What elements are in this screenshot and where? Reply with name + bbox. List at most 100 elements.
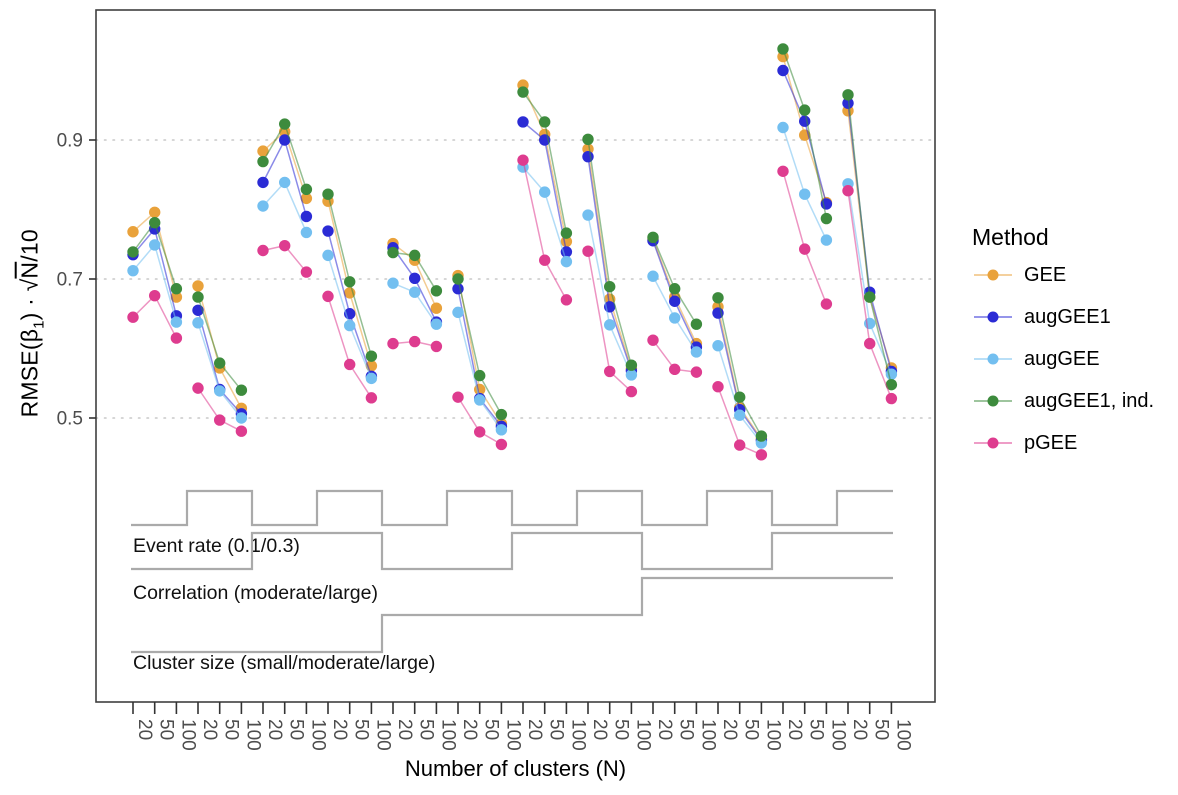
legend-key-dot [987, 353, 999, 365]
point-augGEE-g8-N50 [604, 319, 616, 331]
y-tick-label-0.9: 0.9 [57, 131, 83, 152]
point-pGEE-g10-N100 [755, 449, 768, 461]
point-augGEE1-ind--g6-N50 [474, 369, 486, 382]
point-augGEE1-ind--g4-N100 [365, 350, 378, 362]
legend-key-dot [987, 269, 999, 281]
point-augGEE1-ind--g3-N50 [279, 118, 291, 130]
point-augGEE1-g4-N20 [322, 225, 334, 237]
point-augGEE1-ind--g11-N20 [777, 43, 789, 55]
point-pGEE-g9-N50 [669, 363, 681, 376]
point-augGEE1-ind--g7-N50 [539, 116, 551, 128]
point-augGEE1-ind--g6-N20 [452, 273, 464, 285]
point-augGEE-g11-N20 [777, 121, 789, 134]
point-pGEE-g6-N100 [495, 438, 508, 451]
scenario-strip-line-3 [131, 576, 893, 654]
point-pGEE-g9-N100 [690, 366, 703, 378]
legend-item-label: augGEE1, ind. [1024, 389, 1155, 412]
legend-key-dot [987, 395, 999, 407]
point-pGEE-g8-N20 [582, 245, 594, 257]
point-augGEE1-ind--g9-N20 [647, 231, 659, 243]
x-tick-label-g3-50: 50 [286, 719, 307, 740]
point-augGEE1-ind--g4-N50 [344, 276, 356, 288]
point-augGEE-g3-N100 [300, 226, 313, 239]
point-augGEE-g6-N20 [452, 306, 464, 319]
legend-key-icon [974, 269, 1012, 281]
x-tick-label-g11-50: 50 [806, 719, 827, 740]
point-augGEE-g11-N100 [820, 234, 833, 246]
point-augGEE-g2-N100 [235, 412, 248, 424]
point-augGEE1-g12-N20 [842, 97, 854, 109]
scenario-strip-label-1: Event rate (0.1/0.3) [133, 535, 300, 557]
y-tick-label-0.7: 0.7 [57, 270, 83, 291]
scenario-strip-label-3: Cluster size (small/moderate/large) [133, 652, 435, 674]
x-tick-label-g7-50: 50 [546, 719, 567, 740]
point-pGEE-g12-N20 [842, 185, 854, 197]
point-pGEE-g7-N50 [539, 254, 551, 266]
point-pGEE-g2-N20 [192, 382, 204, 394]
point-augGEE1-ind--g12-N50 [864, 291, 876, 303]
point-pGEE-g7-N100 [560, 294, 573, 306]
point-augGEE1-g11-N50 [799, 115, 811, 127]
legend-item-GEE: GEE [972, 264, 1154, 286]
x-tick-label-g5-50: 50 [416, 719, 437, 740]
point-augGEE1-g3-N100 [300, 210, 313, 223]
point-augGEE-g1-N100 [170, 316, 183, 328]
scenario-strip-line-2 [131, 531, 893, 571]
point-pGEE-g11-N100 [820, 298, 833, 310]
point-augGEE1-ind--g10-N50 [734, 391, 746, 403]
point-augGEE1-ind--g3-N100 [300, 183, 313, 196]
point-augGEE1-g5-N50 [409, 272, 421, 285]
point-augGEE1-g3-N50 [279, 134, 291, 146]
y-axis-title-beta-subscript: 1 [30, 320, 48, 329]
point-augGEE-g6-N100 [495, 424, 508, 436]
x-tick-label-g3-20: 20 [264, 719, 285, 740]
x-tick-label-g4-100: 100 [372, 719, 393, 751]
x-tick-label-g1-100: 100 [177, 719, 198, 751]
x-tick-label-g10-50: 50 [741, 719, 762, 740]
x-tick-label-g5-20: 20 [394, 719, 415, 740]
point-augGEE1-g7-N20 [517, 116, 529, 128]
point-augGEE1-g6-N20 [452, 283, 464, 295]
x-tick-label-g4-20: 20 [329, 719, 350, 740]
point-GEE-g5-N100 [430, 302, 443, 314]
point-augGEE1-ind--g10-N100 [755, 430, 768, 442]
point-augGEE1-ind--g6-N100 [495, 408, 508, 421]
x-tick-label-g9-100: 100 [697, 719, 718, 751]
legend-title: Method [972, 224, 1049, 250]
x-tick-label-g2-50: 50 [221, 719, 242, 740]
point-augGEE-g1-N50 [149, 239, 161, 251]
point-augGEE-g7-N50 [539, 186, 551, 198]
point-augGEE1-g9-N50 [669, 295, 681, 307]
point-augGEE1-ind--g1-N100 [170, 283, 183, 295]
legend-item-augGEE1: augGEE1 [972, 306, 1154, 328]
point-pGEE-g7-N20 [517, 154, 529, 166]
point-augGEE-g2-N20 [192, 317, 204, 329]
x-tick-label-g7-100: 100 [567, 719, 588, 751]
legend-key-icon [974, 311, 1012, 323]
point-pGEE-g1-N50 [149, 289, 161, 302]
point-pGEE-g8-N100 [625, 385, 638, 398]
point-pGEE-g5-N50 [409, 335, 421, 348]
point-pGEE-g8-N50 [604, 365, 616, 378]
panel-background [96, 10, 935, 702]
x-tick-label-g8-50: 50 [611, 719, 632, 740]
point-augGEE1-g11-N20 [777, 64, 789, 77]
x-tick-label-g11-20: 20 [784, 719, 805, 740]
point-pGEE-g12-N50 [864, 337, 876, 350]
point-pGEE-g1-N100 [170, 332, 183, 344]
point-augGEE-g9-N50 [669, 312, 681, 324]
point-pGEE-g9-N20 [647, 334, 659, 346]
point-pGEE-g12-N100 [885, 392, 898, 405]
point-augGEE-g4-N20 [322, 249, 334, 262]
point-augGEE-g5-N20 [387, 277, 399, 289]
point-GEE-g3-N100 [300, 192, 313, 205]
y-axis-title-text: RMSE(β [16, 328, 43, 418]
point-pGEE-g2-N50 [214, 414, 226, 426]
x-tick-label-g12-50: 50 [871, 719, 892, 740]
point-augGEE1-ind--g2-N50 [214, 357, 226, 369]
point-augGEE-g10-N20 [712, 340, 724, 352]
y-axis-title-suffix: /10 [16, 229, 43, 262]
legend-key-icon [974, 437, 1012, 449]
legend-key-dot [987, 311, 999, 323]
